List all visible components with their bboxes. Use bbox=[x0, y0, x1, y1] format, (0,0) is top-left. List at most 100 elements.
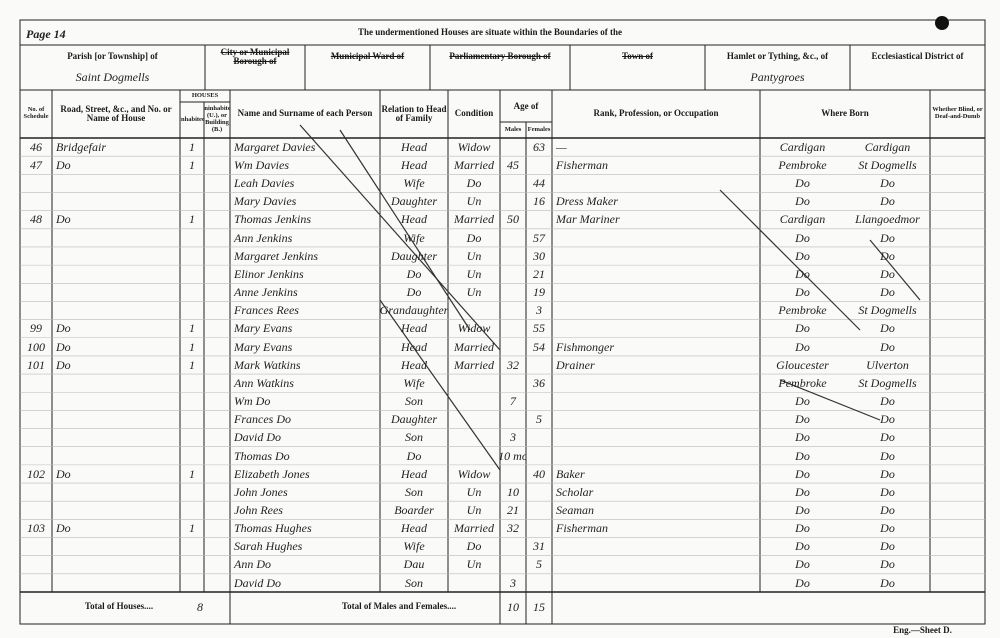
occupation: Fisherman bbox=[556, 521, 608, 536]
age-male: 45 bbox=[507, 157, 519, 172]
relation: Wife bbox=[403, 230, 425, 245]
born-county: Cardigan bbox=[779, 139, 826, 154]
person-name: Frances Rees bbox=[234, 303, 299, 318]
condition: Un bbox=[466, 194, 482, 209]
born-county: Pembroke bbox=[778, 157, 827, 172]
age-male: 50 bbox=[507, 212, 519, 227]
relation: Head bbox=[401, 212, 427, 227]
age-female: 55 bbox=[533, 321, 545, 336]
occupation: Baker bbox=[556, 466, 585, 481]
column-header: Females bbox=[527, 125, 551, 133]
person-name: Elizabeth Jones bbox=[234, 466, 310, 481]
born-county: Cardigan bbox=[779, 212, 826, 227]
person-name: Anne Jenkins bbox=[234, 285, 298, 300]
person-name: John Rees bbox=[234, 502, 283, 517]
column-header: HOUSES bbox=[191, 92, 219, 100]
born-county: Pembroke bbox=[778, 303, 827, 318]
born-county: Gloucester bbox=[776, 357, 829, 372]
relation: Dau bbox=[403, 557, 425, 572]
age-male: 32 bbox=[507, 357, 519, 372]
born-parish: Do bbox=[880, 412, 895, 427]
born-county: Do bbox=[795, 285, 810, 300]
born-parish: Do bbox=[880, 266, 895, 281]
relation: Do bbox=[406, 266, 422, 281]
age-female: 3 bbox=[536, 303, 542, 318]
relation: Son bbox=[405, 575, 423, 590]
sheet-title: The undermentioned Houses are situate wi… bbox=[357, 27, 623, 38]
inhabited: 1 bbox=[189, 321, 195, 336]
person-name: John Jones bbox=[234, 484, 288, 499]
condition: Do bbox=[466, 176, 482, 191]
boundary-label: City or Municipal Borough of bbox=[220, 47, 290, 66]
born-parish: Do bbox=[880, 448, 895, 463]
condition: Un bbox=[466, 557, 482, 572]
occupation: Dress Maker bbox=[556, 194, 618, 209]
age-male: 10 bbox=[507, 484, 519, 499]
age-male: 3 bbox=[510, 575, 516, 590]
relation: Son bbox=[405, 430, 423, 445]
person-name: Wm Davies bbox=[234, 157, 289, 172]
person-name: Mary Evans bbox=[234, 321, 293, 336]
born-county: Do bbox=[795, 194, 810, 209]
age-male: 21 bbox=[507, 502, 519, 517]
schedule-no: 99 bbox=[30, 321, 42, 336]
born-county: Do bbox=[795, 575, 810, 590]
person-name: Mary Davies bbox=[234, 194, 297, 209]
person-name: Thomas Hughes bbox=[234, 521, 312, 536]
boundary-label: Municipal Ward of bbox=[330, 51, 405, 62]
born-county: Do bbox=[795, 539, 810, 554]
condition: Married bbox=[454, 357, 494, 372]
person-name: David Do bbox=[234, 430, 281, 445]
schedule-no: 100 bbox=[27, 339, 45, 354]
relation: Head bbox=[401, 157, 427, 172]
inhabited: 1 bbox=[189, 157, 195, 172]
column-header: Males bbox=[504, 125, 522, 133]
schedule-no: 48 bbox=[30, 212, 42, 227]
column-header: No. of Schedule bbox=[23, 106, 49, 120]
age-female: 40 bbox=[533, 466, 545, 481]
boundary-label: Parish [or Township] of bbox=[67, 51, 158, 62]
age-female: 31 bbox=[533, 539, 545, 554]
inhabited: 1 bbox=[189, 466, 195, 481]
born-parish: Do bbox=[880, 339, 895, 354]
age-female: 30 bbox=[533, 248, 545, 263]
condition: Married bbox=[454, 521, 494, 536]
schedule-no: 103 bbox=[27, 521, 45, 536]
boundary-label: Hamlet or Tything, &c., of bbox=[726, 51, 829, 62]
born-parish: Do bbox=[880, 557, 895, 572]
condition: Widow bbox=[457, 466, 491, 481]
born-county: Do bbox=[795, 321, 810, 336]
schedule-no: 46 bbox=[30, 139, 42, 154]
age-female: 44 bbox=[533, 176, 545, 191]
age-female: 36 bbox=[533, 375, 545, 390]
person-name: Frances Do bbox=[234, 412, 291, 427]
relation: Head bbox=[401, 466, 427, 481]
house-name: Do bbox=[56, 212, 71, 227]
column-header: Condition bbox=[454, 108, 494, 119]
house-name: Do bbox=[56, 357, 71, 372]
relation: Daughter bbox=[391, 194, 437, 209]
condition: Un bbox=[466, 266, 482, 281]
occupation: Fishmonger bbox=[556, 339, 614, 354]
condition: Married bbox=[454, 157, 494, 172]
column-header: Whether Blind, or Deaf-and-Dumb bbox=[932, 106, 983, 120]
age-male: 7 bbox=[510, 394, 516, 409]
schedule-no: 102 bbox=[27, 466, 45, 481]
born-parish: Do bbox=[880, 521, 895, 536]
condition: Un bbox=[466, 502, 482, 517]
inhabited: 1 bbox=[189, 139, 195, 154]
born-parish: Ulverton bbox=[866, 357, 909, 372]
relation: Boarder bbox=[394, 502, 434, 517]
boundary-value: Pantygroes bbox=[750, 69, 805, 84]
born-county: Do bbox=[795, 448, 810, 463]
age-male: 32 bbox=[507, 521, 519, 536]
born-county: Do bbox=[795, 521, 810, 536]
age-female: 19 bbox=[533, 285, 545, 300]
boundary-value: Saint Dogmells bbox=[75, 69, 150, 84]
condition: Married bbox=[454, 339, 494, 354]
column-header: Where Born bbox=[821, 108, 869, 119]
condition: Do bbox=[466, 539, 482, 554]
person-name: Sarah Hughes bbox=[234, 539, 303, 554]
relation: Head bbox=[401, 521, 427, 536]
born-county: Do bbox=[795, 557, 810, 572]
